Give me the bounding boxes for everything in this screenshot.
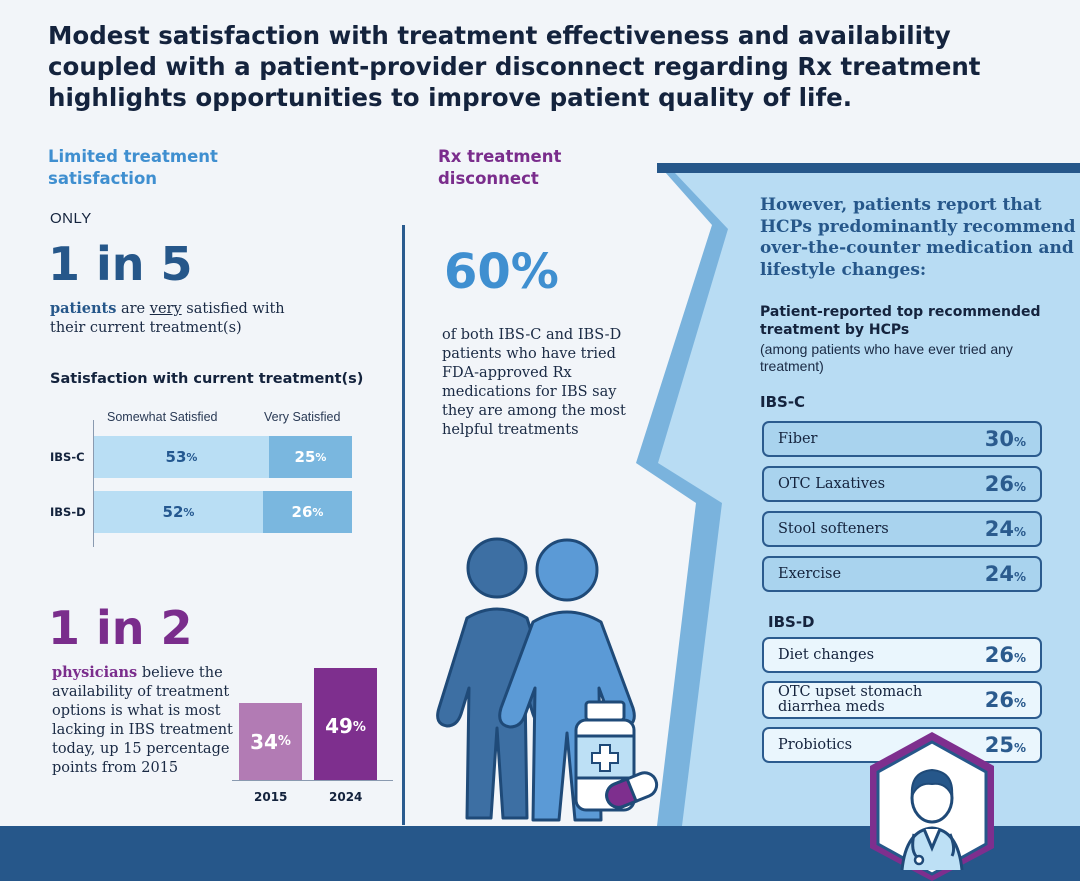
bar-2015-value: 34 bbox=[250, 729, 278, 754]
stat-1-in-2: 1 in 2 bbox=[48, 601, 193, 655]
rec-item-unit: % bbox=[1013, 696, 1026, 710]
bar-row-ibs-d: 52% 26% bbox=[94, 491, 352, 533]
bar-2024-unit: % bbox=[352, 720, 366, 735]
satisfaction-chart-title: Satisfaction with current treatment(s) bbox=[50, 371, 364, 387]
middle-section-title: Rx treatment disconnect bbox=[438, 147, 562, 188]
rec-item-unit: % bbox=[1013, 435, 1026, 449]
bar-ibs-c-somewhat-unit: % bbox=[186, 450, 198, 464]
rec-item-value: 24% bbox=[985, 562, 1026, 586]
year-label-2024: 2024 bbox=[329, 790, 363, 804]
rec-item-name: Exercise bbox=[778, 565, 842, 582]
rec-item-unit: % bbox=[1013, 741, 1026, 755]
rec-item-number: 26 bbox=[984, 472, 1014, 496]
bar-ibs-c-somewhat: 53% bbox=[94, 436, 269, 478]
rec-item-unit: % bbox=[1013, 480, 1026, 494]
right-subnote: (among patients who have ever tried any … bbox=[760, 341, 1013, 374]
right-heading: However, patients report that HCPs predo… bbox=[760, 195, 1076, 280]
rec-item-stool-softeners: Stool softeners 24% bbox=[762, 511, 1042, 547]
rec-item-exercise: Exercise 24% bbox=[762, 556, 1042, 592]
rec-item-diet-changes: Diet changes 26% bbox=[762, 637, 1042, 673]
doctor-icon bbox=[870, 732, 994, 881]
stat-1-in-5: 1 in 5 bbox=[48, 237, 193, 291]
rec-item-unit: % bbox=[1013, 651, 1026, 665]
bar-ibs-c-very: 25% bbox=[269, 436, 352, 478]
bar-ibs-c-very-value: 25 bbox=[294, 448, 316, 466]
stat2-bold: physicians bbox=[52, 664, 138, 681]
rec-item-name: Fiber bbox=[778, 430, 818, 447]
bar-2015: 34% bbox=[239, 703, 302, 780]
pill-capsule-icon bbox=[605, 771, 659, 809]
rec-item-fiber: Fiber 30% bbox=[762, 421, 1042, 457]
stat1-bold: patients bbox=[50, 300, 117, 317]
rec-item-name: OTC upset stomach diarrhea meds bbox=[778, 684, 923, 715]
bar-ibs-c-somewhat-value: 53 bbox=[165, 448, 187, 466]
middle-description: of both IBS-C and IBS-D patients who hav… bbox=[442, 327, 626, 438]
rec-item-name: Diet changes bbox=[778, 646, 875, 663]
rec-item-value: 26% bbox=[985, 472, 1026, 496]
stat-60-percent: 60% bbox=[444, 244, 559, 300]
rec-item-number: 25 bbox=[984, 733, 1014, 757]
rec-item-otc-upset-stomach: OTC upset stomach diarrhea meds 26% bbox=[762, 681, 1042, 719]
ibs-c-heading: IBS-C bbox=[760, 393, 806, 411]
rec-item-value: 26% bbox=[985, 643, 1026, 667]
stat1-are: are bbox=[116, 301, 150, 317]
right-subheading: Patient-reported top recommended treatme… bbox=[760, 304, 1041, 338]
stat1-rest: satisfied with their current treatment(s… bbox=[50, 301, 285, 336]
rec-item-number: 24 bbox=[984, 562, 1014, 586]
rec-item-number: 24 bbox=[984, 517, 1014, 541]
bar-2024: 49% bbox=[314, 668, 377, 780]
rec-item-value: 26% bbox=[985, 688, 1026, 712]
bar-2024-value: 49 bbox=[325, 714, 353, 738]
rec-item-name: Probiotics bbox=[778, 736, 853, 753]
bar-row-ibs-c: 53% 25% bbox=[94, 436, 352, 478]
stat1-description: patients are very satisfied with their c… bbox=[50, 299, 310, 338]
rec-item-name: Stool softeners bbox=[778, 520, 889, 537]
rec-item-number: 26 bbox=[984, 688, 1014, 712]
column-divider bbox=[402, 225, 405, 825]
rec-item-value: 30% bbox=[985, 427, 1026, 451]
rec-item-number: 30 bbox=[984, 427, 1014, 451]
legend-very: Very Satisfied bbox=[264, 410, 341, 424]
rec-item-unit: % bbox=[1013, 570, 1026, 584]
stat1-very: very bbox=[149, 301, 182, 317]
rec-item-name: OTC Laxatives bbox=[778, 475, 886, 492]
bar-ibs-d-very: 26% bbox=[263, 491, 352, 533]
year-chart-axis bbox=[232, 780, 393, 781]
year-label-2015: 2015 bbox=[254, 790, 288, 804]
bar-ibs-d-somewhat-value: 52 bbox=[162, 503, 184, 521]
only-label: ONLY bbox=[50, 210, 92, 227]
bar-ibs-d-very-unit: % bbox=[312, 505, 324, 519]
headline: Modest satisfaction with treatment effec… bbox=[48, 21, 981, 112]
bar-ibs-d-somewhat: 52% bbox=[94, 491, 263, 533]
stat2-description: physicians believe the availability of t… bbox=[52, 663, 237, 778]
bar-2015-unit: % bbox=[277, 734, 291, 749]
bar-ibs-c-very-unit: % bbox=[315, 450, 327, 464]
rec-item-unit: % bbox=[1013, 525, 1026, 539]
people-icon bbox=[436, 537, 636, 822]
left-section-title: Limited treatment satisfaction bbox=[48, 147, 218, 188]
ibs-d-heading: IBS-D bbox=[768, 613, 815, 631]
rec-item-otc-laxatives: OTC Laxatives 26% bbox=[762, 466, 1042, 502]
row-label-ibs-d: IBS-D bbox=[50, 505, 86, 519]
bar-axis bbox=[93, 420, 94, 547]
rec-item-value: 25% bbox=[985, 733, 1026, 757]
bar-ibs-d-somewhat-unit: % bbox=[183, 505, 195, 519]
legend-somewhat: Somewhat Satisfied bbox=[107, 410, 218, 424]
row-label-ibs-c: IBS-C bbox=[50, 450, 85, 464]
rec-item-value: 24% bbox=[985, 517, 1026, 541]
bar-ibs-d-very-value: 26 bbox=[291, 503, 313, 521]
rec-item-number: 26 bbox=[984, 643, 1014, 667]
stat2-rest: believe the availability of treatment op… bbox=[52, 665, 233, 776]
